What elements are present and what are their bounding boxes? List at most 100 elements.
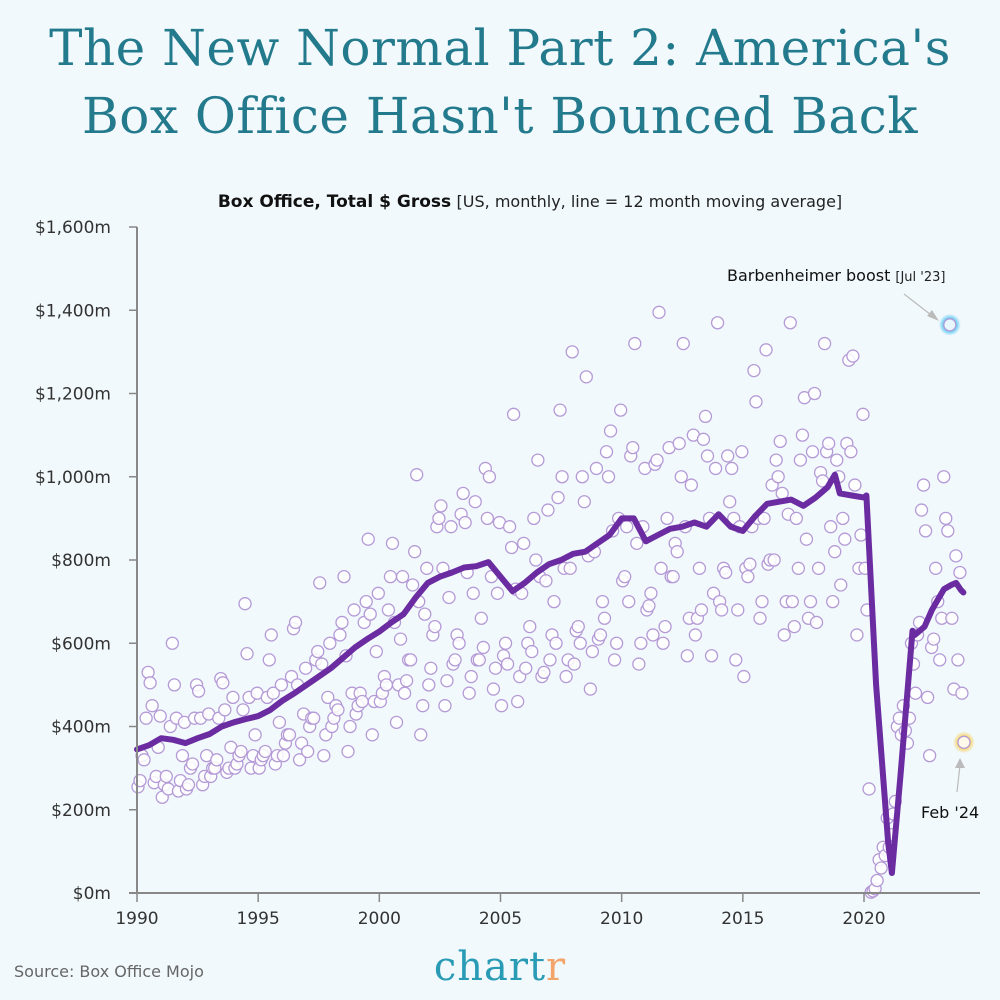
data-point <box>397 686 412 700</box>
data-point <box>563 561 577 575</box>
data-point <box>729 653 743 667</box>
data-point <box>292 753 307 767</box>
data-point <box>458 515 472 530</box>
data-point <box>622 594 636 609</box>
data-point <box>723 495 737 509</box>
data-point <box>603 424 618 438</box>
data-point <box>672 436 686 451</box>
data-point <box>771 470 785 484</box>
data-point <box>805 445 820 459</box>
data-point <box>918 524 933 538</box>
data-point <box>658 619 672 634</box>
data-point <box>414 728 428 742</box>
data-point <box>383 570 398 584</box>
data-point <box>817 336 832 351</box>
data-point <box>787 619 801 634</box>
data-point <box>440 674 454 688</box>
data-point <box>834 578 848 592</box>
data-point <box>908 686 923 700</box>
data-point <box>567 657 581 671</box>
data-point <box>609 636 624 650</box>
annotations: Barbenheimer boost [Jul '23] Feb '24 <box>727 266 979 822</box>
axes: $0m $200m $400m $600m $800m $1,000m $1,200m $1,… <box>35 218 980 929</box>
data-point <box>282 728 297 742</box>
data-point <box>264 628 278 642</box>
data-point <box>486 682 501 696</box>
data-point <box>632 657 646 671</box>
data-point <box>365 728 379 742</box>
data-point <box>462 686 476 700</box>
data-point <box>856 407 870 421</box>
data-point <box>490 586 505 600</box>
data-point <box>363 607 377 621</box>
data-point <box>945 611 959 625</box>
data-point <box>826 594 840 609</box>
data-point <box>654 561 668 575</box>
data-point <box>311 644 325 659</box>
data-point <box>803 594 818 609</box>
chart-subtitle-bracket: [US, monthly, line = 12 month moving ave… <box>456 192 843 211</box>
data-point <box>185 757 200 771</box>
data-point <box>341 744 355 759</box>
data-point <box>337 570 351 584</box>
data-point <box>452 636 466 650</box>
data-point <box>791 561 806 575</box>
logo-main: chart <box>433 944 547 990</box>
data-point <box>951 653 965 667</box>
data-point <box>276 748 291 763</box>
y-tick-label: $1,400m <box>35 301 111 321</box>
data-point <box>298 661 313 675</box>
data-point <box>597 611 612 625</box>
data-point <box>523 619 537 634</box>
data-point <box>933 653 947 667</box>
data-point <box>527 511 541 526</box>
data-point <box>472 653 486 667</box>
data-point <box>767 553 781 567</box>
data-point <box>721 449 735 463</box>
data-point <box>650 453 664 467</box>
data-point <box>371 586 385 600</box>
data-point <box>674 470 688 484</box>
data-point <box>708 461 723 476</box>
data-point <box>393 632 408 646</box>
data-point <box>601 470 616 484</box>
data-point <box>824 520 838 534</box>
data-point <box>143 676 157 690</box>
data-point <box>830 453 844 467</box>
source-label: Source: Box Office Mojo <box>14 962 204 981</box>
data-point <box>735 445 749 459</box>
data-point <box>795 428 810 442</box>
data-point <box>416 699 430 713</box>
data-point <box>139 711 153 725</box>
data-point <box>537 665 551 680</box>
data-point <box>757 511 771 526</box>
data-point <box>854 528 868 542</box>
data-point <box>519 661 533 675</box>
data-point <box>799 532 814 546</box>
data-point <box>145 699 159 713</box>
data-point <box>331 703 345 717</box>
x-tick-label: 1990 <box>115 909 158 929</box>
data-point <box>749 395 763 409</box>
data-point <box>408 545 422 559</box>
data-point <box>511 694 525 709</box>
data-point <box>573 636 587 650</box>
annotation-barbenheimer-text: Barbenheimer boost <box>727 266 890 285</box>
y-tick-label: $0m <box>73 884 111 904</box>
data-point <box>321 690 335 705</box>
data-point <box>777 628 791 642</box>
data-point <box>941 524 955 538</box>
data-point <box>403 653 418 667</box>
data-point <box>710 316 725 330</box>
data-point <box>434 499 448 513</box>
data-point <box>300 744 315 759</box>
data-point <box>313 576 327 590</box>
data-point <box>547 594 561 609</box>
data-point <box>218 703 232 717</box>
data-point-feb-24 <box>957 735 971 749</box>
data-point <box>315 657 329 671</box>
data-point <box>666 570 680 584</box>
moving-average-line-group <box>134 471 967 876</box>
data-point <box>789 511 803 526</box>
data-point <box>361 532 375 546</box>
